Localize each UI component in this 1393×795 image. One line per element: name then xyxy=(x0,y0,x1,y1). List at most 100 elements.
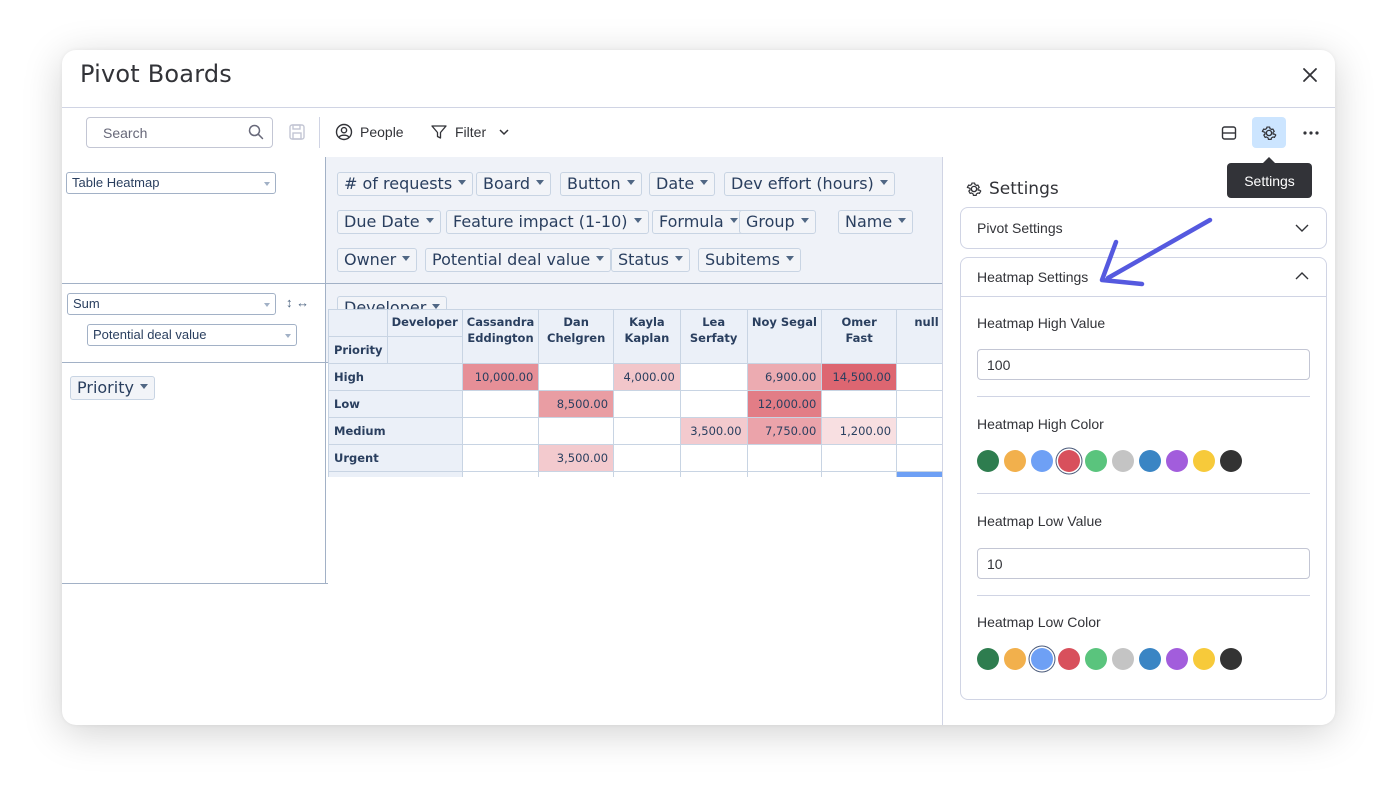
field-chip[interactable]: Subitems xyxy=(698,248,801,272)
high-color-swatch[interactable] xyxy=(1004,450,1026,472)
search-icon[interactable] xyxy=(248,124,264,145)
sort-order-arrows[interactable]: ↕ ↔ xyxy=(286,295,310,310)
settings-gear-button[interactable] xyxy=(1252,117,1286,148)
row-header[interactable]: Urgent xyxy=(328,444,463,472)
row-header[interactable]: High xyxy=(328,363,463,391)
column-header[interactable]: Omer Fast xyxy=(821,309,898,364)
low-color-swatch[interactable] xyxy=(977,648,999,670)
column-header[interactable]: Kayla Kaplan xyxy=(613,309,681,364)
heatmap-cell[interactable]: 7,750.00 xyxy=(746,417,823,445)
heatmap-cell[interactable] xyxy=(461,417,540,445)
field-chip[interactable]: Group xyxy=(739,210,816,234)
heatmap-cell[interactable] xyxy=(746,444,823,472)
high-color-swatch[interactable] xyxy=(1112,450,1134,472)
field-chip[interactable]: Due Date xyxy=(337,210,441,234)
heatmap-cell[interactable]: 3,500.00 xyxy=(538,444,615,472)
row-header[interactable]: Medium xyxy=(328,417,463,445)
heatmap-cell[interactable]: 14,500.00 xyxy=(821,363,898,391)
heatmap-cell[interactable] xyxy=(613,390,681,418)
low-color-swatch[interactable] xyxy=(1085,648,1107,670)
field-chip[interactable]: Owner xyxy=(337,248,418,272)
heatmap-settings-header[interactable]: Heatmap Settings xyxy=(961,258,1326,296)
layout-icon[interactable] xyxy=(1212,117,1246,148)
row-field-chip[interactable]: Priority xyxy=(70,376,155,400)
heatmap-cell[interactable] xyxy=(896,363,942,391)
aggregator-field-select[interactable]: Potential deal value xyxy=(87,324,297,346)
field-chip[interactable]: Status xyxy=(611,248,690,272)
high-color-swatch[interactable] xyxy=(1193,450,1215,472)
high-color-swatch[interactable] xyxy=(1058,450,1080,472)
heatmap-cell[interactable] xyxy=(679,390,748,418)
field-chip[interactable]: Button xyxy=(560,172,642,196)
heatmap-cell[interactable] xyxy=(538,471,615,477)
heatmap-cell[interactable]: 1,200.00 xyxy=(821,417,898,445)
column-header[interactable]: Dan Chelgren xyxy=(538,309,615,364)
column-header[interactable]: Noy Segal xyxy=(746,309,823,364)
heatmap-cell[interactable] xyxy=(538,417,615,445)
low-color-swatch[interactable] xyxy=(1139,648,1161,670)
heatmap-cell[interactable]: 12,000.00 xyxy=(746,390,823,418)
field-chip[interactable]: Name xyxy=(838,210,914,234)
heatmap-cell[interactable] xyxy=(679,471,748,477)
heatmap-cell[interactable] xyxy=(461,471,540,477)
low-value-input[interactable] xyxy=(977,548,1310,579)
heatmap-cell[interactable] xyxy=(821,444,898,472)
heatmap-cell[interactable] xyxy=(746,471,823,477)
field-chip[interactable]: Formula xyxy=(652,210,745,234)
more-options-icon[interactable] xyxy=(1294,117,1328,148)
heatmap-cell[interactable] xyxy=(896,390,942,418)
heatmap-cell[interactable]: 4,000.00 xyxy=(613,363,681,391)
column-header[interactable]: Lea Serfaty xyxy=(679,309,748,364)
column-header[interactable]: Cassandra Eddington xyxy=(461,309,540,364)
column-header[interactable]: null xyxy=(896,309,942,364)
heatmap-cell[interactable] xyxy=(461,444,540,472)
save-icon[interactable] xyxy=(288,123,306,146)
renderer-select[interactable]: Table Heatmap xyxy=(66,172,276,194)
low-color-swatch[interactable] xyxy=(1112,648,1134,670)
heatmap-cell[interactable]: 0.00 xyxy=(896,471,942,477)
field-chip[interactable]: Dev effort (hours) xyxy=(724,172,895,196)
heatmap-cell[interactable]: 6,900.00 xyxy=(746,363,823,391)
heatmap-cell[interactable] xyxy=(896,417,942,445)
heatmap-cell[interactable] xyxy=(679,444,748,472)
high-color-swatch[interactable] xyxy=(1139,450,1161,472)
field-chip[interactable]: Potential deal value xyxy=(425,248,612,272)
low-color-swatch[interactable] xyxy=(1193,648,1215,670)
heatmap-cell[interactable] xyxy=(538,363,615,391)
close-icon[interactable] xyxy=(1299,64,1321,86)
low-color-swatch[interactable] xyxy=(1031,648,1053,670)
field-chip-label: Subitems xyxy=(705,250,780,269)
low-color-swatch[interactable] xyxy=(1166,648,1188,670)
field-chip[interactable]: Board xyxy=(476,172,552,196)
heatmap-cell[interactable]: 3,500.00 xyxy=(679,417,748,445)
heatmap-cell[interactable] xyxy=(896,444,942,472)
field-chip[interactable]: Date xyxy=(649,172,716,196)
high-color-swatch[interactable] xyxy=(1166,450,1188,472)
low-color-swatch[interactable] xyxy=(1004,648,1026,670)
heatmap-cell[interactable] xyxy=(461,390,540,418)
pivot-settings-header[interactable]: Pivot Settings xyxy=(961,208,1326,248)
filter-button[interactable]: Filter xyxy=(430,120,510,144)
high-value-input[interactable] xyxy=(977,349,1310,380)
people-button[interactable]: People xyxy=(335,120,404,144)
field-chip[interactable]: # of requests xyxy=(337,172,474,196)
heatmap-cell[interactable] xyxy=(613,471,681,477)
heatmap-cell[interactable]: 8,500.00 xyxy=(538,390,615,418)
heatmap-cell[interactable] xyxy=(613,444,681,472)
row-header[interactable]: null xyxy=(328,471,463,477)
heatmap-cell[interactable] xyxy=(679,363,748,391)
heatmap-cell[interactable] xyxy=(821,471,898,477)
row-header[interactable]: Low xyxy=(328,390,463,418)
low-color-swatch[interactable] xyxy=(1058,648,1080,670)
high-color-swatch[interactable] xyxy=(1085,450,1107,472)
low-color-swatch[interactable] xyxy=(1220,648,1242,670)
heatmap-cell[interactable] xyxy=(613,417,681,445)
high-color-swatch[interactable] xyxy=(977,450,999,472)
high-color-swatch[interactable] xyxy=(1220,450,1242,472)
field-chip[interactable]: Feature impact (1-10) xyxy=(446,210,649,234)
search-input[interactable] xyxy=(87,118,237,147)
heatmap-cell[interactable]: 10,000.00 xyxy=(461,363,540,391)
high-color-swatch[interactable] xyxy=(1031,450,1053,472)
heatmap-cell[interactable] xyxy=(821,390,898,418)
aggregator-select[interactable]: Sum xyxy=(67,293,276,315)
